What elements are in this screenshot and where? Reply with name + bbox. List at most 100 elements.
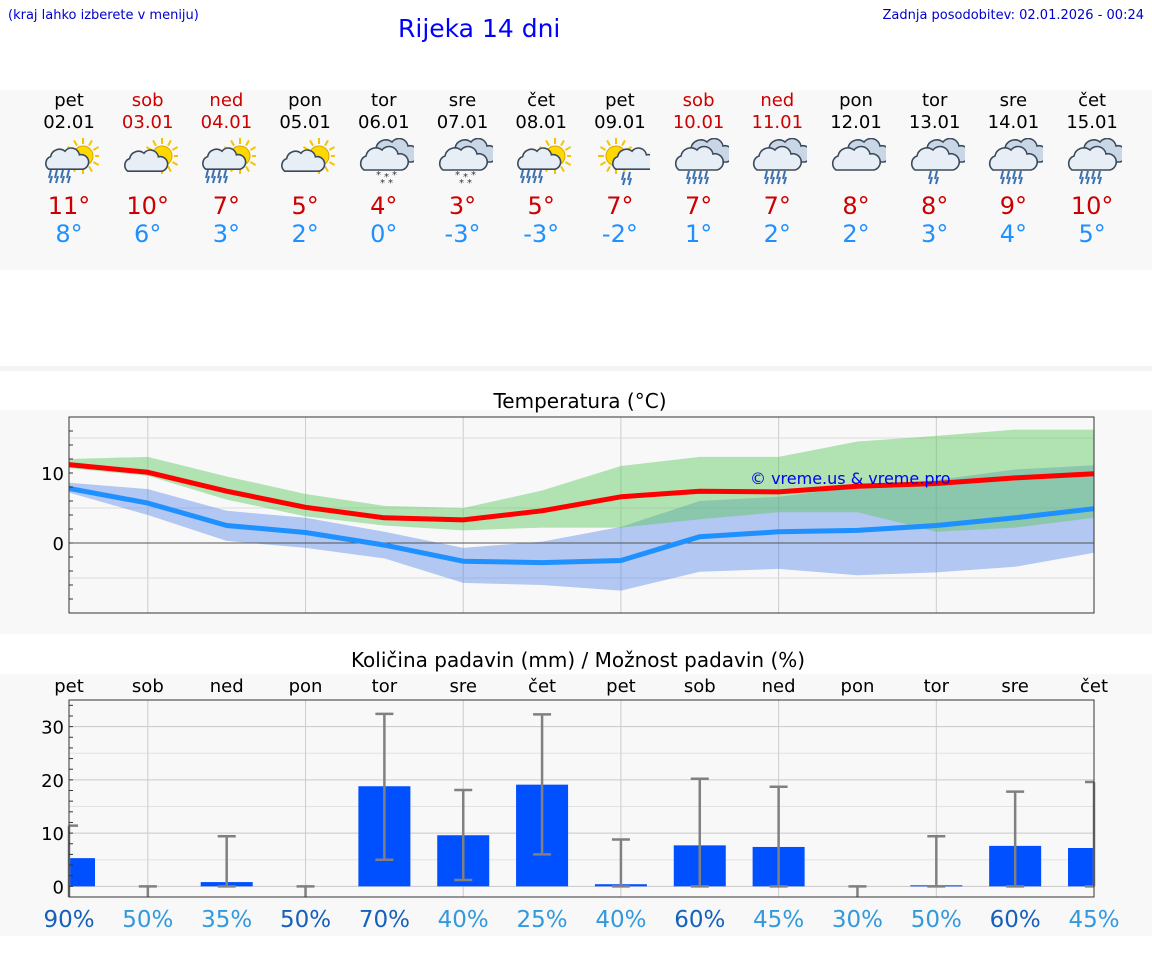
svg-text:*: *	[384, 172, 389, 183]
x-category-label: ned	[762, 676, 796, 697]
temp-min: 4°	[999, 220, 1028, 248]
y-tick-label: 20	[41, 771, 64, 792]
x-category-label: tor	[924, 676, 950, 697]
day-date: 14.01	[987, 112, 1040, 133]
svg-text:*: *	[388, 178, 393, 189]
day-name: sob	[131, 90, 164, 111]
x-category-label: pet	[606, 676, 636, 697]
chance-label: 50%	[911, 907, 962, 933]
chance-label: 45%	[1068, 907, 1119, 933]
day-name: pon	[288, 90, 323, 111]
day-name: pet	[605, 90, 635, 111]
temp-min: 0°	[370, 220, 398, 248]
day-date: 10.01	[672, 112, 725, 133]
temp-max: 7°	[606, 192, 634, 220]
temp-min: 1°	[684, 220, 713, 248]
precipitation-title: Količina padavin (mm) / Možnost padavin …	[351, 648, 805, 672]
x-category-label: tor	[372, 676, 398, 697]
day-column: ned 04.01 7° 3°	[187, 90, 265, 248]
cloud-rain-icon	[989, 138, 1044, 185]
day-date: 05.01	[279, 112, 331, 133]
y-tick-label: 10	[41, 464, 64, 485]
chance-label: 25%	[517, 907, 568, 933]
day-date: 11.01	[751, 112, 804, 133]
x-category-label: čet	[528, 676, 556, 697]
day-name: pon	[839, 90, 873, 111]
day-name: tor	[371, 90, 397, 111]
sun-cloud-icon	[123, 138, 178, 174]
chance-label: 50%	[122, 907, 173, 933]
svg-text:*: *	[455, 170, 460, 181]
x-category-label: sre	[1001, 676, 1028, 697]
temp-max: 3°	[448, 192, 477, 220]
sun-cloud-icon	[281, 138, 336, 174]
x-category-label: pet	[54, 676, 84, 697]
chance-label: 40%	[595, 907, 646, 933]
day-name: ned	[209, 90, 244, 111]
day-column: sre 07.01 * * * * * 3° -3°	[424, 90, 502, 248]
x-category-label: pon	[841, 676, 875, 697]
x-category-label: sob	[132, 676, 164, 697]
day-name: tor	[921, 90, 948, 111]
plot-area	[69, 700, 1094, 897]
day-name: pet	[54, 90, 84, 111]
temp-max: 7°	[684, 192, 713, 220]
svg-text:*: *	[471, 170, 476, 181]
cloud-snow-icon: * * ** *	[438, 138, 493, 189]
x-category-label: čet	[1080, 676, 1108, 697]
svg-text:*: *	[392, 170, 397, 181]
day-column: sre 14.01 9° 4°	[974, 90, 1052, 248]
location-hint: (kraj lahko izberete v meniju)	[8, 8, 199, 23]
day-date: 04.01	[200, 112, 253, 133]
day-name: sre	[448, 90, 477, 111]
chance-label: 45%	[753, 907, 804, 933]
plot-frame	[68, 699, 1095, 898]
chance-label: 50%	[280, 907, 331, 933]
y-tick-label: 30	[41, 718, 64, 739]
sun-cloud-rain-icon	[202, 138, 257, 184]
day-name: sre	[999, 90, 1028, 111]
temp-max: 5°	[291, 192, 319, 220]
cloud-rain-icon	[753, 138, 808, 185]
min-range-band	[69, 465, 1094, 591]
temp-max: 10°	[126, 192, 169, 220]
chance-label: 40%	[438, 907, 489, 933]
temp-min: 5°	[1078, 220, 1106, 248]
day-column: pet 02.01 11° 8°	[30, 90, 108, 248]
temp-min: -3°	[444, 220, 481, 248]
temp-max: 11°	[47, 192, 91, 220]
temp-max: 10°	[1070, 192, 1114, 220]
svg-text:*: *	[380, 178, 385, 189]
svg-text:*: *	[376, 170, 381, 181]
temp-max: 8°	[842, 192, 870, 220]
sun-cloud-light-rain-icon	[597, 138, 650, 186]
cloud-snow-icon: * * ** *	[359, 138, 414, 189]
day-name: čet	[527, 90, 556, 111]
chance-label: 60%	[674, 907, 725, 933]
forecast-band	[0, 90, 1152, 270]
temperature-chart: Temperatura (°C) 10 0 © vreme.us & vreme.pr…	[41, 389, 1095, 614]
y-tick-label: 0	[53, 534, 64, 555]
day-name: ned	[760, 90, 795, 111]
temp-max: 8°	[921, 192, 949, 220]
cloud-rain-icon	[1068, 138, 1123, 185]
day-date: 09.01	[594, 112, 646, 133]
chance-label: 30%	[832, 907, 883, 933]
x-category-label: ned	[210, 676, 244, 697]
temp-max: 7°	[212, 192, 241, 220]
precip-bar	[1068, 848, 1094, 887]
chance-label: 60%	[990, 907, 1041, 933]
cloud-rain-icon	[674, 138, 729, 185]
temp-max: 5°	[527, 192, 555, 220]
day-column: tor 13.01 8° 3°	[896, 90, 974, 248]
temp-max: 7°	[763, 192, 791, 220]
svg-text:*: *	[459, 178, 464, 189]
temperature-title: Temperatura (°C)	[492, 389, 666, 413]
watermark: © vreme.us & vreme.pro	[750, 469, 951, 488]
chance-label: 70%	[359, 907, 410, 933]
precip-bar	[69, 858, 95, 887]
day-column: ned 11.01 7° 2°	[738, 90, 816, 248]
temp-min: 2°	[842, 220, 870, 248]
page-title: Rijeka 14 dni	[398, 14, 561, 43]
sun-cloud-rain-icon	[45, 138, 99, 184]
